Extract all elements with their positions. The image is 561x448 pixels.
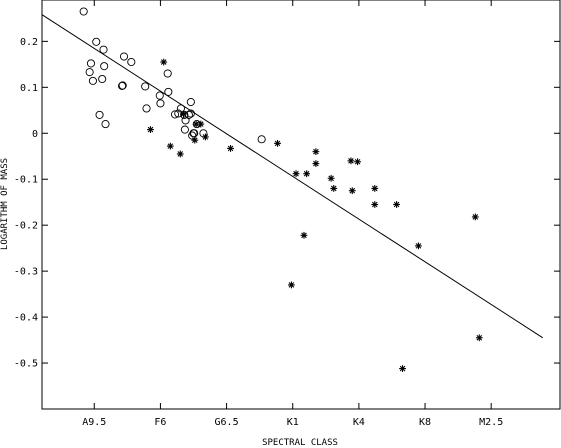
asterisk-marker: [371, 201, 379, 208]
asterisk-marker: [176, 150, 184, 158]
asterisk-marker: [274, 139, 281, 147]
y-tick-label: 0.1: [20, 83, 38, 94]
circle-marker: [92, 37, 101, 46]
asterisk-marker: [160, 58, 168, 66]
asterisk-marker: [288, 281, 295, 289]
circle-marker: [118, 81, 127, 90]
asterisk-marker: [354, 158, 361, 166]
circle-marker: [88, 76, 97, 85]
circle-marker: [180, 125, 189, 134]
circle-marker: [98, 74, 107, 84]
asterisk-marker: [475, 334, 483, 342]
circle-marker: [163, 69, 172, 78]
circle-marker: [95, 110, 104, 119]
asterisk-marker: [300, 231, 308, 239]
circle-marker: [79, 7, 88, 16]
fit-line-layer: [41, 14, 544, 339]
asterisk-marker: [180, 110, 187, 118]
x-tick-label: K4: [353, 417, 365, 428]
plot-frame: [41, 0, 561, 410]
y-axis-ticks: -0.5 -0.4 -0.3 -0.2 -0.1 0 0.1 0.2: [14, 37, 560, 370]
asterisk-marker: [312, 148, 320, 156]
circle-marker: [170, 110, 180, 119]
y-tick-label: -0.5: [14, 359, 38, 370]
y-tick-label: 0: [32, 129, 38, 140]
x-axis-title: SPECTRAL CLASS: [262, 438, 338, 448]
asterisk-marker: [191, 136, 199, 144]
circle-marker: [156, 99, 165, 108]
circle-marker: [189, 129, 198, 138]
circle-marker: [188, 131, 197, 140]
circle-marker: [164, 87, 173, 96]
asterisk-marker: [471, 213, 479, 221]
circle-marker: [86, 59, 96, 68]
circle-marker: [142, 104, 151, 113]
asterisk-marker: [327, 174, 335, 182]
asterisk-marker: [197, 120, 205, 128]
asterisk-marker: [166, 142, 174, 150]
y-tick-label: -0.1: [14, 175, 38, 186]
data-points: [79, 7, 483, 372]
circle-marker: [85, 68, 94, 77]
asterisk-marker: [227, 145, 234, 152]
y-axis-title: LOGARITHM OF MASS: [0, 158, 10, 250]
asterisk-marker: [415, 242, 422, 250]
circle-marker: [257, 135, 266, 144]
x-tick-label: K1: [287, 417, 299, 428]
x-tick-label: A9.5: [82, 417, 106, 428]
x-tick-label: F6: [154, 417, 166, 428]
asterisk-marker: [399, 365, 406, 372]
asterisk-marker: [330, 185, 338, 192]
asterisk-marker: [348, 187, 356, 195]
circle-marker: [127, 57, 136, 67]
x-tick-label: K8: [419, 417, 431, 428]
y-tick-label: -0.3: [14, 267, 38, 278]
x-axis-ticks: A9.5 F6 G6.5 K1 K4 K8 M2.5: [82, 0, 503, 428]
asterisk-marker: [393, 201, 400, 208]
asterisk-marker: [202, 133, 209, 141]
x-tick-label: G6.5: [215, 417, 239, 428]
asterisk-marker: [371, 185, 379, 192]
circle-marker: [100, 62, 109, 71]
circle-marker: [155, 91, 164, 100]
circle-marker: [99, 45, 108, 54]
y-tick-label: -0.4: [14, 313, 38, 324]
circle-marker: [101, 120, 110, 129]
asterisk-marker: [312, 160, 320, 167]
asterisk-marker: [347, 157, 355, 165]
regression-line: [41, 14, 544, 339]
asterisk-marker: [147, 126, 154, 133]
circle-marker: [141, 82, 150, 91]
circle-marker: [186, 109, 195, 118]
circle-marker: [186, 97, 195, 107]
y-tick-label: 0.2: [20, 37, 38, 48]
asterisk-marker: [292, 170, 300, 178]
x-tick-label: M2.5: [479, 417, 503, 428]
asterisk-marker: [303, 170, 311, 178]
y-tick-label: -0.2: [14, 221, 38, 232]
asterisk-marker: [192, 120, 200, 128]
circle-marker: [119, 52, 129, 61]
